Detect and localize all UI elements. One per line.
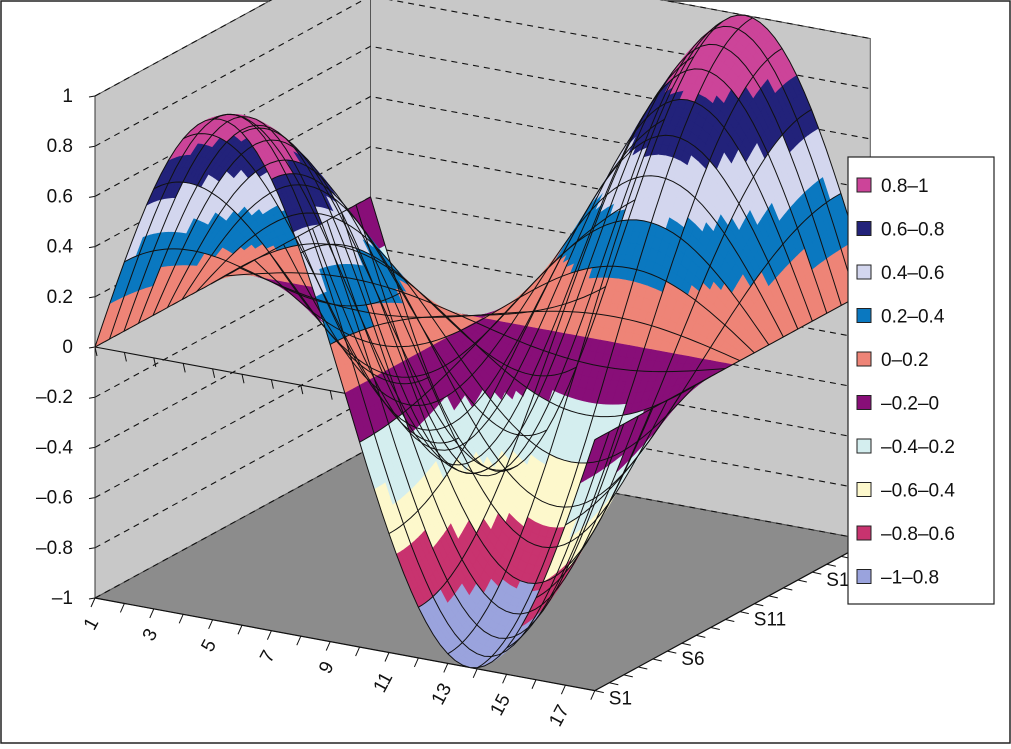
chart-canvas: 10.80.60.40.20–0.2–0.4–0.6–0.8–113579111… [0, 0, 1011, 744]
surface-chart: 10.80.60.40.20–0.2–0.4–0.6–0.8–113579111… [0, 0, 1011, 744]
